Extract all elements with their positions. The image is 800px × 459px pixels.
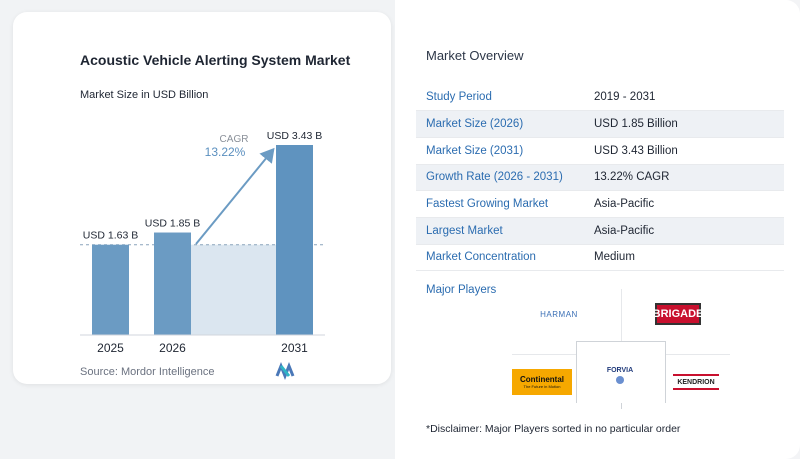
forvia-logo: FORVIA	[602, 365, 638, 385]
bar-chart: USD 1.63 B USD 1.85 B USD 3.43 B 2025 2026 2…	[80, 130, 325, 381]
overview-row: Study Period 2019 - 2031	[416, 84, 784, 112]
overview-key: Growth Rate (2026 - 2031)	[416, 164, 590, 192]
x-tick-label: 2026	[159, 341, 186, 355]
players-divider	[621, 403, 622, 409]
players-divider	[512, 354, 576, 355]
bar-2025	[92, 244, 129, 335]
overview-value: Medium	[590, 244, 784, 272]
chart-subtitle: Market Size in USD Billion	[80, 89, 209, 101]
bar-2031	[276, 145, 313, 335]
overview-key: Market Size (2031)	[416, 137, 590, 165]
cagr-label: CAGR	[220, 134, 249, 145]
overview-key: Market Concentration	[416, 244, 590, 272]
continental-tagline: The Future in Motion	[523, 384, 561, 389]
overview-key: Fastest Growing Market	[416, 190, 590, 218]
players-divider	[576, 341, 666, 342]
overview-table: Study Period 2019 - 2031 Market Size (2026…	[416, 84, 784, 272]
players-divider	[621, 289, 622, 341]
overview-key: Largest Market	[416, 217, 590, 245]
bar-2026	[154, 232, 191, 335]
overview-row: Growth Rate (2026 - 2031) 13.22% CAGR	[416, 164, 784, 192]
disclaimer-text: *Disclaimer: Major Players sorted in no …	[426, 423, 681, 435]
continental-logo: Continental The Future in Motion	[512, 369, 572, 395]
overview-row: Market Size (2031) USD 3.43 Billion	[416, 137, 784, 165]
source-text: Source: Mordor Intelligence	[80, 366, 215, 378]
overview-key: Market Size (2026)	[416, 110, 590, 138]
overview-value: 13.22% CAGR	[590, 164, 784, 192]
overview-value: USD 3.43 Billion	[590, 137, 784, 165]
players-divider	[665, 341, 666, 403]
players-divider	[666, 354, 730, 355]
overview-value: 2019 - 2031	[590, 84, 784, 112]
overview-key: Study Period	[416, 84, 590, 112]
players-divider	[576, 341, 577, 403]
harman-logo: HARMAN	[540, 309, 578, 319]
overview-row: Fastest Growing Market Asia-Pacific	[416, 190, 784, 218]
forvia-logo-text: FORVIA	[606, 366, 634, 374]
overview-title: Market Overview	[426, 48, 524, 63]
major-players-title: Major Players	[426, 284, 497, 296]
continental-logo-text: Continental	[520, 375, 564, 384]
overview-value: Asia-Pacific	[590, 217, 784, 245]
chart-title: Acoustic Vehicle Alerting System Market	[80, 52, 351, 68]
overview-value: USD 1.85 Billion	[590, 110, 784, 138]
bar-value-label: USD 3.43 B	[267, 130, 322, 142]
overview-row: Largest Market Asia-Pacific	[416, 217, 784, 245]
bar-value-label: USD 1.63 B	[83, 230, 138, 242]
overview-value: Asia-Pacific	[590, 190, 784, 218]
forvia-globe-icon	[616, 375, 624, 384]
x-tick-label: 2025	[97, 341, 124, 355]
kendrion-logo: KENDRION	[673, 374, 719, 390]
cagr-arrow	[195, 147, 275, 245]
growth-area	[191, 244, 276, 335]
mordor-logo-icon	[275, 361, 295, 381]
x-tick-label: 2031	[281, 341, 308, 355]
overview-row: Market Size (2026) USD 1.85 Billion	[416, 110, 784, 138]
bar-value-label: USD 1.85 B	[145, 218, 200, 230]
cagr-value: 13.22%	[205, 145, 246, 159]
overview-row: Market Concentration Medium	[416, 244, 784, 272]
brigade-logo: BRIGADE	[653, 303, 703, 325]
